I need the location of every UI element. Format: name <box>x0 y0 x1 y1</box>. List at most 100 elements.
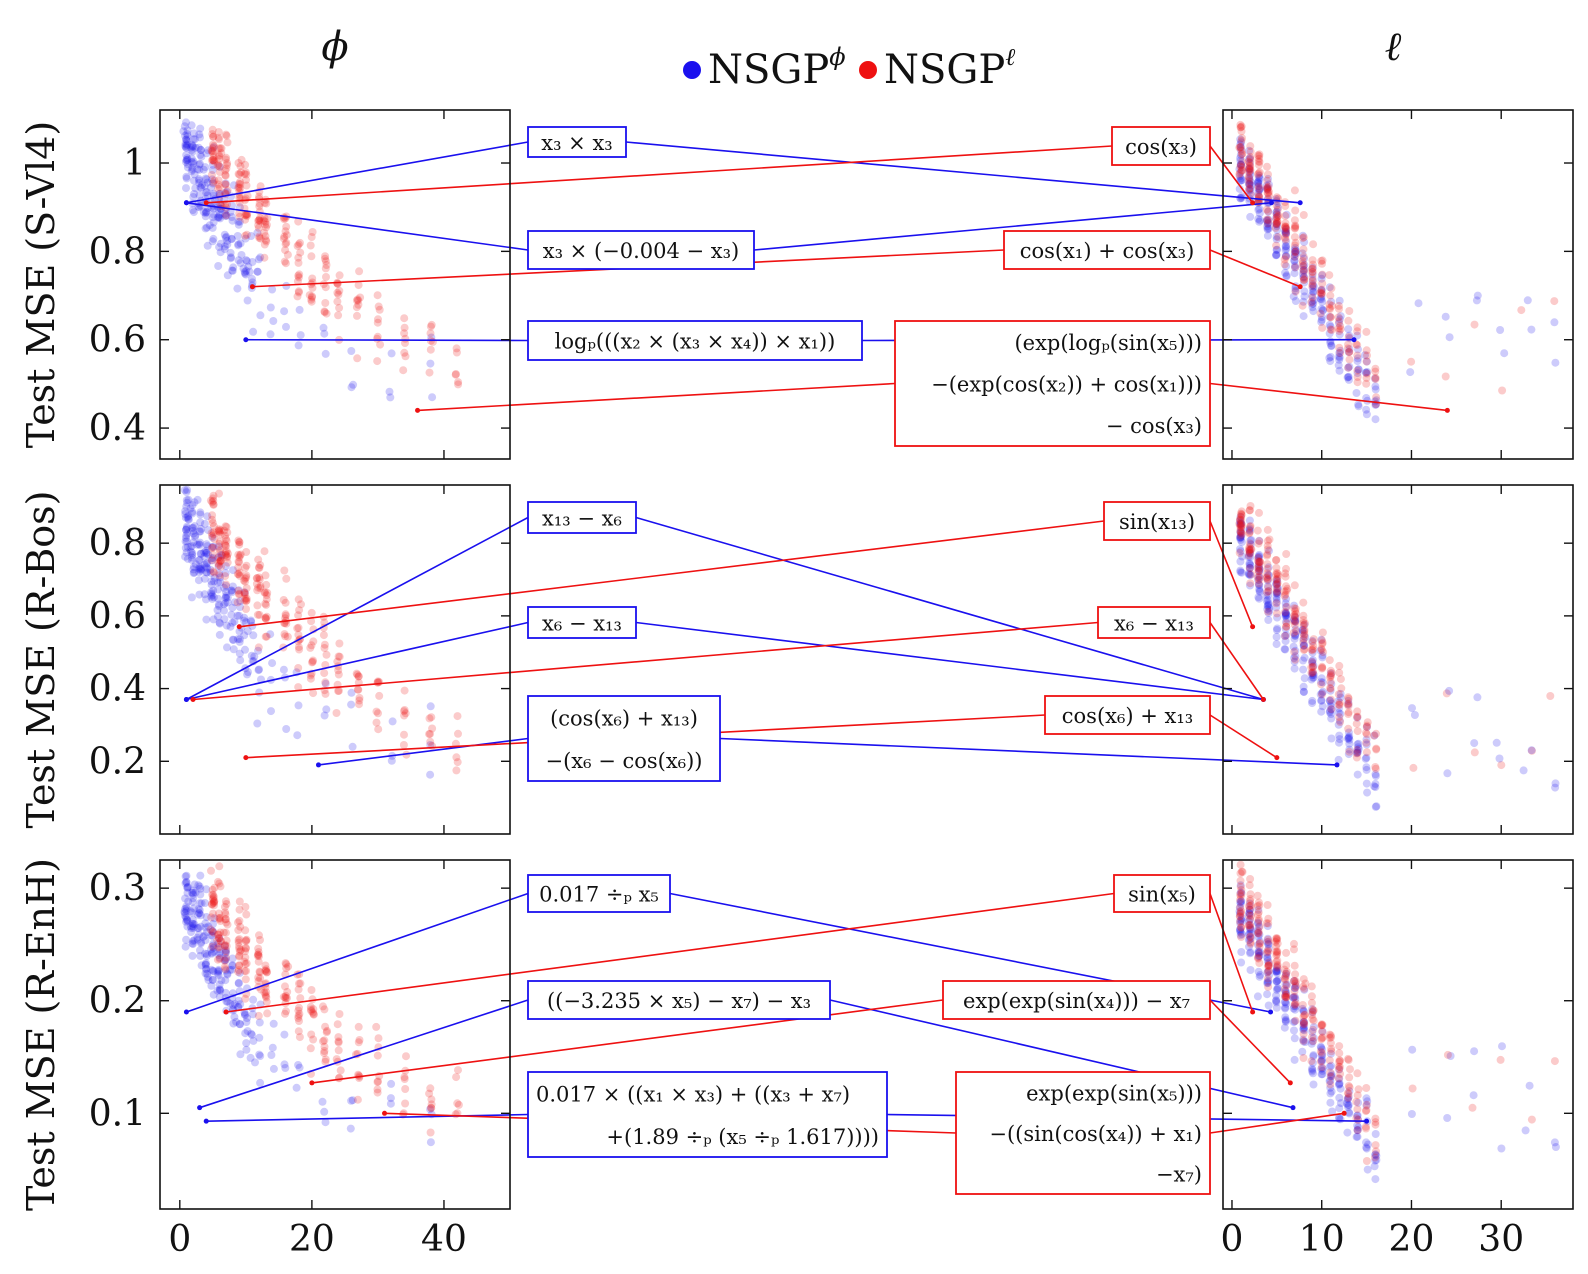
scatter-point <box>220 941 229 950</box>
scatter-point <box>261 220 269 229</box>
scatter-point <box>254 666 263 675</box>
scatter-point <box>1255 972 1264 981</box>
annotation-point <box>190 696 196 702</box>
scatter-point <box>295 305 304 314</box>
scatter-point <box>195 909 203 918</box>
scatter-point <box>261 961 270 970</box>
scatter-point <box>279 992 288 1001</box>
scatter-point <box>280 1030 289 1039</box>
scatter-point <box>190 568 199 577</box>
scatter-point <box>1237 923 1246 932</box>
scatter-point <box>427 320 436 329</box>
scatter-point <box>1245 899 1254 908</box>
scatter-point <box>216 917 225 925</box>
scatter-point <box>223 271 232 280</box>
annotation-line-right <box>1209 382 1448 412</box>
scatter-point <box>253 267 262 276</box>
scatter-point <box>1344 340 1353 349</box>
scatter-point <box>1281 980 1290 989</box>
scatter-point <box>207 171 216 179</box>
scatter-point <box>1245 179 1254 188</box>
scatter-point <box>209 967 218 976</box>
scatter-point <box>1299 634 1308 643</box>
scatter-point <box>1308 273 1317 282</box>
scatter-point <box>196 566 205 575</box>
scatter-point <box>1236 523 1245 532</box>
scatter-point <box>1326 1076 1335 1085</box>
scatter-point <box>1264 967 1273 975</box>
scatter-point <box>208 179 217 188</box>
scatter-point <box>1246 536 1255 545</box>
scatter-point <box>1335 713 1344 722</box>
scatter-point <box>204 976 213 985</box>
scatter-point <box>1254 898 1263 907</box>
scatter-point <box>1263 949 1272 958</box>
scatter-point <box>1281 229 1290 238</box>
scatter-point <box>222 211 231 220</box>
x-tick-label-phi: 20 <box>289 1219 335 1260</box>
scatter-point <box>307 1005 315 1014</box>
scatter-point <box>1255 185 1264 194</box>
scatter-point <box>1272 998 1281 1007</box>
scatter-point <box>1236 557 1245 566</box>
scatter-point <box>223 528 232 537</box>
scatter-point <box>187 167 196 176</box>
scatter-point <box>207 156 216 165</box>
scatter-point <box>1236 528 1245 537</box>
scatter-point <box>1371 1118 1380 1127</box>
scatter-point <box>1272 579 1281 588</box>
scatter-point <box>1371 1114 1380 1123</box>
scatter-point <box>203 241 212 250</box>
scatter-point <box>224 549 232 558</box>
scatter-point <box>207 931 216 940</box>
scatter-point <box>307 1007 316 1015</box>
scatter-point <box>1327 1072 1335 1081</box>
scatter-point <box>234 570 243 579</box>
scatter-point <box>236 1050 245 1059</box>
scatter-point <box>242 1018 251 1026</box>
scatter-point <box>1246 522 1255 531</box>
scatter-point <box>1364 1140 1372 1149</box>
scatter-point <box>1264 207 1273 216</box>
scatter-point <box>242 573 251 582</box>
expression-box <box>1044 695 1211 735</box>
scatter-point <box>213 606 222 614</box>
scatter-point <box>1281 1015 1290 1024</box>
scatter-point <box>221 180 230 189</box>
scatter-point <box>229 645 238 654</box>
scatter-point <box>1345 355 1354 364</box>
scatter-point <box>196 145 205 154</box>
scatter-point <box>1282 262 1291 271</box>
scatter-point <box>1281 986 1290 995</box>
scatter-point <box>1291 286 1300 295</box>
scatter-point <box>1298 231 1307 240</box>
scatter-point <box>255 1033 264 1042</box>
scatter-point <box>1236 912 1245 921</box>
scatter-point <box>208 927 217 936</box>
scatter-point <box>1253 526 1262 535</box>
scatter-point <box>306 643 315 652</box>
scatter-point <box>182 141 191 150</box>
scatter-point <box>189 886 198 895</box>
scatter-point <box>374 315 382 324</box>
scatter-point <box>1246 147 1255 156</box>
scatter-point <box>228 954 237 963</box>
scatter-point <box>294 273 303 282</box>
scatter-point <box>208 237 217 246</box>
scatter-point <box>1254 182 1263 191</box>
scatter-point <box>256 311 265 320</box>
scatter-point <box>281 982 289 991</box>
scatter-point <box>387 756 396 765</box>
scatter-point <box>197 524 206 533</box>
scatter-point <box>1362 369 1371 378</box>
scatter-point <box>221 550 230 559</box>
scatter-point <box>372 718 381 727</box>
scatter-point <box>1245 929 1254 938</box>
scatter-point <box>262 600 271 609</box>
scatter-point <box>372 1022 381 1031</box>
scatter-point <box>1282 602 1290 611</box>
scatter-point <box>1309 1037 1318 1045</box>
scatter-point <box>196 538 204 547</box>
scatter-point <box>1254 558 1263 567</box>
scatter-point <box>1316 294 1325 303</box>
